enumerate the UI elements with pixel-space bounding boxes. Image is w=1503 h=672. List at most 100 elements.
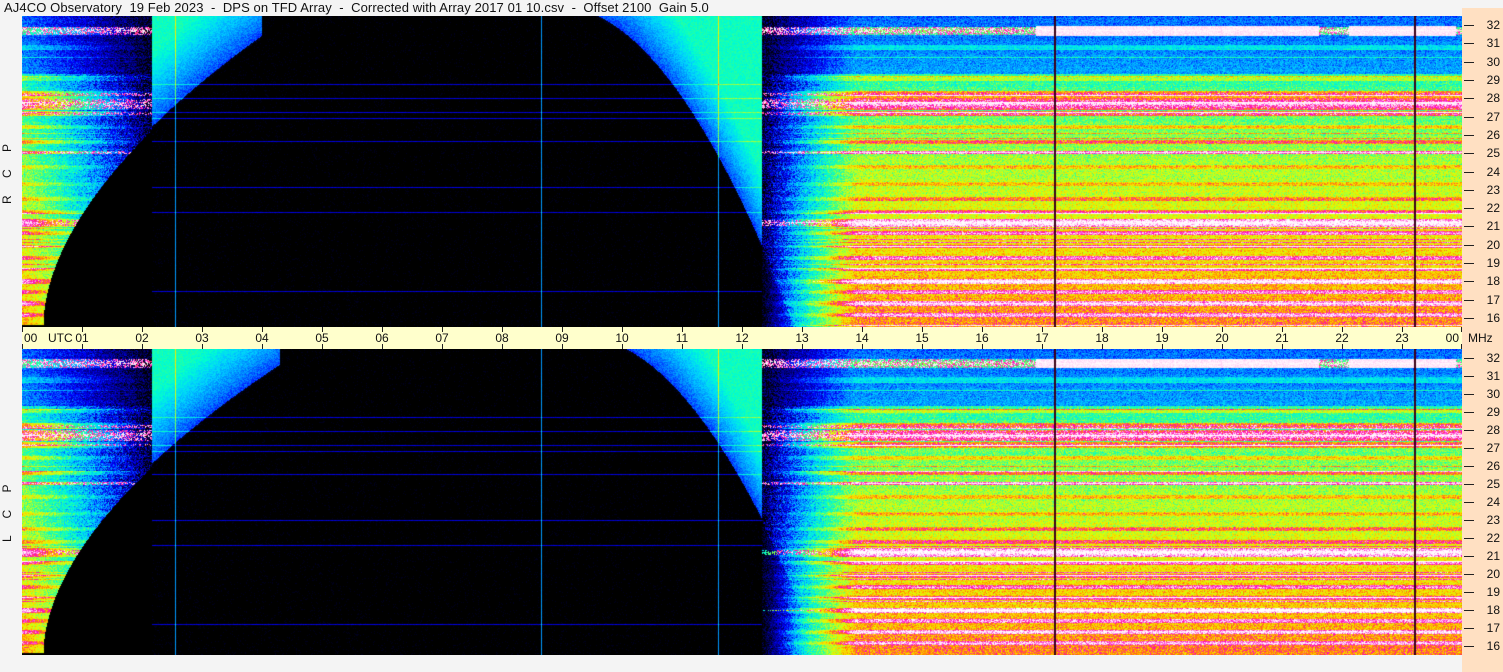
frequency-tick-label: 17: [1486, 621, 1500, 635]
time-tick-mark: [1162, 344, 1163, 349]
time-tick-mark: [1402, 327, 1403, 332]
time-tick-mark: [322, 327, 323, 332]
time-tick-mark: [82, 344, 83, 349]
time-tick-mark: [1282, 344, 1283, 349]
frequency-tick-label: 18: [1486, 603, 1500, 617]
frequency-tick-mark: [1464, 80, 1474, 81]
time-tick-mark: [982, 327, 983, 332]
frequency-tick-mark: [1464, 484, 1474, 485]
time-tick-label: 14: [855, 331, 869, 345]
frequency-tick-mark: [1464, 628, 1474, 629]
time-tick-mark: [802, 344, 803, 349]
time-tick-mark: [922, 344, 923, 349]
frequency-tick-label: 26: [1486, 127, 1500, 142]
time-tick-mark: [922, 327, 923, 332]
frequency-tick-label: 31: [1486, 369, 1500, 383]
frequency-tick-label: 18: [1486, 274, 1500, 289]
time-axis-unit-label: UTC: [48, 331, 73, 345]
time-tick-mark: [1162, 327, 1163, 332]
spectrogram-panel-lcp[interactable]: [22, 349, 1462, 655]
frequency-tick-mark: [1464, 556, 1474, 557]
frequency-axis-top-spacer: [1462, 0, 1503, 8]
time-tick-mark: [742, 327, 743, 332]
time-tick-label: 05: [315, 331, 329, 345]
frequency-tick-mark: [1464, 245, 1474, 246]
time-tick-mark: [1342, 344, 1343, 349]
time-tick-mark: [1222, 344, 1223, 349]
time-tick-label: 01: [75, 331, 89, 345]
frequency-tick-label: 20: [1486, 237, 1500, 252]
time-tick-label: 23: [1395, 331, 1409, 345]
frequency-axis-rcp[interactable]: 32 31 30 29 28 27 26 25 24 23 22 21 20 19 18 17 16: [1462, 16, 1503, 327]
time-tick-mark: [562, 327, 563, 332]
frequency-tick-mark: [1464, 98, 1474, 99]
time-tick-label: 04: [255, 331, 269, 345]
frequency-tick-mark: [1464, 358, 1474, 359]
time-tick-mark: [1042, 327, 1043, 332]
time-tick-mark: [322, 344, 323, 349]
time-tick-mark: [682, 327, 683, 332]
frequency-tick-mark: [1464, 592, 1474, 593]
frequency-tick-label: 19: [1486, 585, 1500, 599]
time-tick-label: 10: [615, 331, 629, 345]
spectrogram-panel-rcp[interactable]: [22, 16, 1462, 327]
time-tick-mark: [682, 344, 683, 349]
time-tick-label: 22: [1335, 331, 1349, 345]
frequency-tick-label: 22: [1486, 531, 1500, 545]
time-tick-mark: [442, 327, 443, 332]
frequency-tick-label: 30: [1486, 387, 1500, 401]
time-tick-label: 11: [675, 331, 689, 345]
time-tick-mark: [1461, 327, 1462, 332]
frequency-tick-label: 29: [1486, 405, 1500, 419]
frequency-tick-label: 21: [1486, 219, 1500, 234]
time-tick-mark: [382, 327, 383, 332]
time-tick-mark: [1042, 344, 1043, 349]
time-tick-mark: [382, 344, 383, 349]
time-tick-mark: [202, 327, 203, 332]
frequency-tick-mark: [1464, 318, 1474, 319]
frequency-tick-mark: [1464, 610, 1474, 611]
time-tick-mark: [502, 327, 503, 332]
frequency-tick-mark: [1464, 263, 1474, 264]
frequency-tick-label: 30: [1486, 54, 1500, 69]
frequency-tick-mark: [1464, 208, 1474, 209]
time-tick-mark: [862, 327, 863, 332]
frequency-tick-label: 32: [1486, 351, 1500, 365]
time-tick-label: 19: [1155, 331, 1169, 345]
time-tick-mark: [142, 344, 143, 349]
time-tick-mark: [1342, 327, 1343, 332]
time-tick-mark: [802, 327, 803, 332]
time-tick-mark: [82, 327, 83, 332]
panel-label-rcp: R C P: [0, 136, 14, 204]
frequency-tick-mark: [1464, 376, 1474, 377]
frequency-axis-lcp[interactable]: 32 31 30 29 28 27 26 25 24 23 22 21 20 19 18 17 16: [1462, 349, 1503, 655]
frequency-tick-mark: [1464, 281, 1474, 282]
time-tick-mark: [502, 344, 503, 349]
frequency-tick-mark: [1464, 62, 1474, 63]
time-tick-mark: [1102, 344, 1103, 349]
time-tick-mark: [22, 327, 23, 332]
time-tick-label: 16: [975, 331, 989, 345]
time-tick-mark: [742, 344, 743, 349]
time-tick-label: 09: [555, 331, 569, 345]
time-tick-label: 13: [795, 331, 809, 345]
frequency-tick-label: 21: [1486, 549, 1500, 563]
time-tick-mark: [262, 344, 263, 349]
time-tick-mark: [442, 344, 443, 349]
time-tick-label: 06: [375, 331, 389, 345]
frequency-tick-label: 17: [1486, 292, 1500, 307]
frequency-tick-label: 23: [1486, 513, 1500, 527]
time-tick-label: 03: [195, 331, 209, 345]
time-tick-mark: [1282, 327, 1283, 332]
time-axis[interactable]: 00 01 02 03 04 05 06 07 08 09 10 11 12 13 14 15 16 17 18 19…: [22, 327, 1462, 349]
frequency-tick-mark: [1464, 538, 1474, 539]
frequency-tick-label: 31: [1486, 36, 1500, 51]
time-tick-label: 17: [1035, 331, 1049, 345]
time-tick-mark: [22, 344, 23, 349]
time-tick-label: 00: [1445, 331, 1459, 345]
frequency-tick-label: 19: [1486, 255, 1500, 270]
frequency-tick-label: 22: [1486, 201, 1500, 216]
frequency-tick-mark: [1464, 117, 1474, 118]
frequency-tick-label: 25: [1486, 146, 1500, 161]
frequency-tick-label: 23: [1486, 182, 1500, 197]
